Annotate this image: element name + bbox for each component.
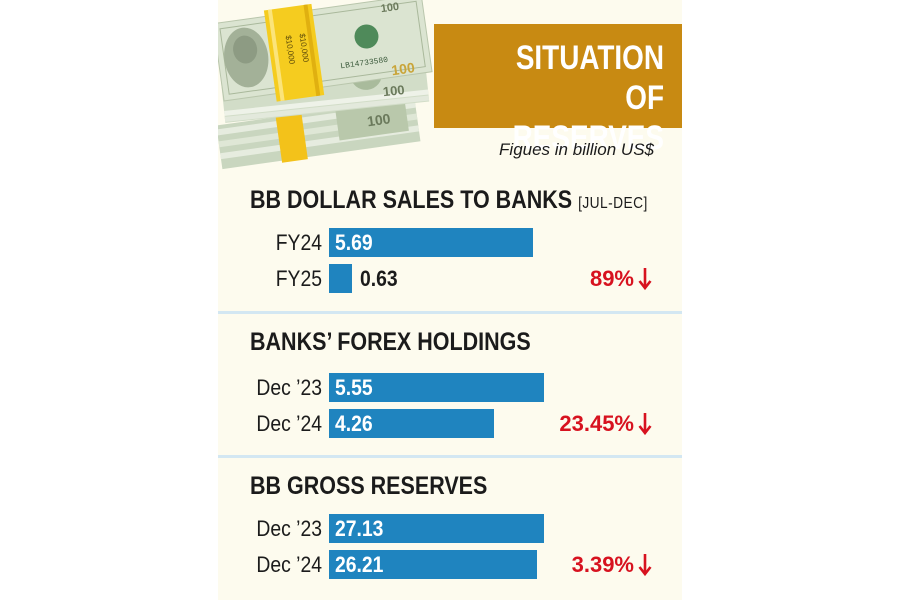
svg-text:100: 100 bbox=[366, 110, 392, 129]
title-line-1: SITUATION OF bbox=[515, 39, 664, 117]
units-note: Figues in billion US$ bbox=[499, 140, 654, 159]
section-title-forex: BANKS’ FOREX HOLDINGS bbox=[250, 328, 531, 357]
arrow-down-icon bbox=[638, 413, 652, 436]
svg-text:$10,000: $10,000 bbox=[284, 35, 297, 65]
title-box: SITUATION OF RESERVES bbox=[434, 24, 682, 157]
section-divider bbox=[218, 455, 682, 458]
bar-value-label: 4.26 bbox=[335, 411, 373, 436]
category-label: Dec ’23 bbox=[256, 516, 322, 541]
svg-text:100: 100 bbox=[382, 82, 405, 99]
change-percent: 23.45% bbox=[559, 411, 634, 436]
title-line-2: RESERVES bbox=[512, 119, 664, 157]
arrow-down-icon bbox=[638, 554, 652, 577]
page-title: SITUATION OF RESERVES bbox=[475, 38, 664, 158]
category-label: Dec ’24 bbox=[256, 411, 322, 436]
section-title-text: BB GROSS RESERVES bbox=[250, 472, 488, 500]
bar-value-label: 5.55 bbox=[335, 375, 373, 400]
arrow-down-icon bbox=[638, 268, 652, 291]
category-label: Dec ’23 bbox=[256, 375, 322, 400]
section-period-note: [JUL-DEC] bbox=[578, 195, 648, 212]
bar bbox=[329, 373, 544, 402]
svg-text:100: 100 bbox=[380, 1, 400, 15]
section-title-gross-reserves: BB GROSS RESERVES bbox=[250, 472, 487, 501]
bar-value-label: 26.21 bbox=[335, 552, 384, 577]
bar bbox=[329, 264, 352, 293]
svg-text:$10,000: $10,000 bbox=[297, 33, 310, 63]
dollar-bills-stack-icon: 100 100 LB14733580 100 100 $10,000 $10,0… bbox=[218, 0, 433, 170]
section-title-text: BB DOLLAR SALES TO BANKS bbox=[250, 186, 573, 214]
bar-value-label: 5.69 bbox=[335, 230, 373, 255]
category-label: FY25 bbox=[275, 266, 322, 291]
section-title-text: BANKS’ FOREX HOLDINGS bbox=[250, 328, 531, 356]
change-percent: 89% bbox=[589, 266, 634, 291]
bar bbox=[329, 514, 544, 543]
change-percent: 3.39% bbox=[571, 552, 634, 577]
section-divider bbox=[218, 311, 682, 314]
category-label: Dec ’24 bbox=[256, 552, 322, 577]
infographic-panel: 100 100 LB14733580 100 100 $10,000 $10,0… bbox=[218, 0, 682, 600]
bar bbox=[329, 550, 537, 579]
category-label: FY24 bbox=[275, 230, 322, 255]
bar-value-label: 27.13 bbox=[335, 516, 384, 541]
bar bbox=[329, 409, 494, 438]
svg-text:100: 100 bbox=[390, 59, 416, 78]
section-title-dollar-sales: BB DOLLAR SALES TO BANKS [JUL-DEC] bbox=[250, 186, 648, 215]
bar bbox=[329, 228, 533, 257]
bar-value-label: 0.63 bbox=[360, 266, 398, 291]
